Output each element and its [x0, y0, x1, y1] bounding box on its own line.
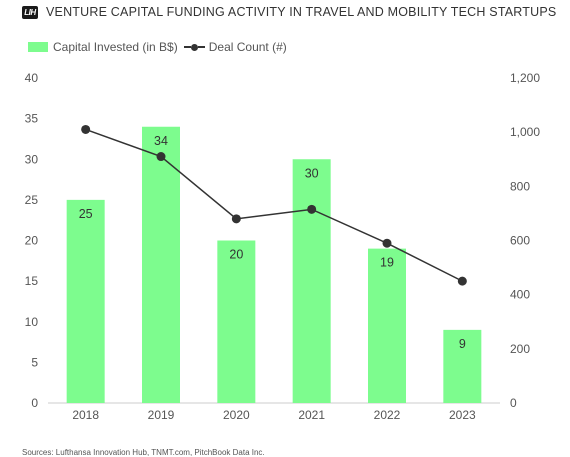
y-left-tick-label: 0 — [31, 396, 38, 410]
deal-count-line — [85, 128, 463, 282]
y-right-tick-label: 800 — [510, 179, 530, 193]
bar-value-label: 19 — [380, 256, 394, 270]
y-left-tick-label: 5 — [31, 355, 38, 369]
y-right-tick-label: 1,000 — [510, 125, 540, 139]
deal-count-point — [231, 214, 241, 224]
bar — [217, 240, 256, 403]
bar — [368, 248, 406, 403]
source-note: Sources: Lufthansa Innovation Hub, TNMT.… — [22, 448, 265, 457]
y-right-tick-label: 1,200 — [510, 71, 540, 85]
y-left-tick-label: 10 — [25, 315, 39, 329]
bar — [292, 159, 331, 403]
chart-header: LIH VENTURE CAPITAL FUNDING ACTIVITY IN … — [22, 2, 556, 22]
y-right-tick-label: 400 — [510, 288, 530, 302]
bar — [443, 329, 482, 403]
x-tick-label: 2021 — [298, 408, 325, 422]
y-right-tick-label: 0 — [510, 396, 517, 410]
y-left-tick-label: 35 — [25, 112, 39, 126]
deal-count-point — [307, 204, 317, 214]
y-left-tick-label: 25 — [25, 193, 39, 207]
deal-count-point — [81, 124, 91, 134]
y-left-tick-label: 30 — [25, 152, 39, 166]
brand-logo: LIH — [22, 5, 38, 19]
deal-count-point — [457, 276, 467, 286]
bar — [142, 126, 180, 403]
x-tick-label: 2020 — [223, 408, 250, 422]
bar-value-label: 30 — [305, 166, 319, 180]
x-tick-label: 2019 — [148, 408, 175, 422]
chart-title: VENTURE CAPITAL FUNDING ACTIVITY IN TRAV… — [46, 5, 557, 19]
chart-legend: Capital Invested (in B$) Deal Count (#) — [28, 40, 287, 54]
legend-line-swatch — [183, 43, 205, 51]
y-left-tick-label: 40 — [25, 71, 39, 85]
x-tick-label: 2018 — [72, 408, 99, 422]
deal-count-point — [156, 152, 166, 162]
legend-bar-label: Capital Invested (in B$) — [53, 40, 178, 54]
deal-count-point — [382, 238, 392, 248]
y-right-tick-label: 200 — [510, 342, 530, 356]
y-right-tick-label: 600 — [510, 234, 530, 248]
bar-value-label: 25 — [79, 207, 93, 221]
bar-value-label: 9 — [459, 337, 466, 351]
legend-line-label: Deal Count (#) — [208, 40, 287, 54]
y-left-tick-label: 20 — [25, 234, 39, 248]
bar-value-label: 34 — [154, 134, 168, 148]
bar-value-label: 20 — [229, 248, 243, 262]
x-tick-label: 2023 — [449, 408, 476, 422]
legend-bar-swatch — [28, 42, 48, 52]
bar — [66, 199, 105, 403]
x-tick-label: 2022 — [374, 408, 401, 422]
y-left-tick-label: 15 — [25, 274, 39, 288]
